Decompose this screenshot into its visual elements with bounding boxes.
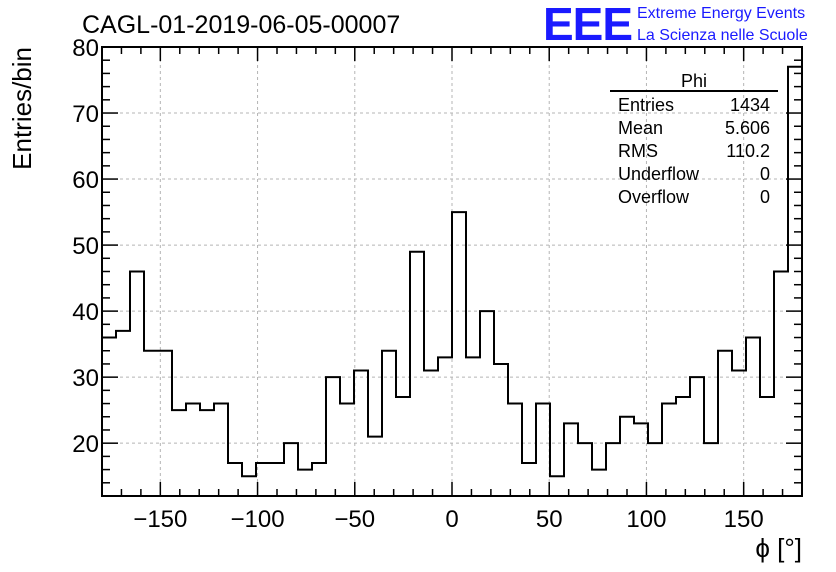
stats-label-rms: RMS	[618, 141, 658, 161]
stats-label-mean: Mean	[618, 118, 663, 138]
stats-box: Phi Entries 1434 Mean 5.606 RMS 110.2 Un…	[610, 71, 778, 207]
x-tick-label: −50	[334, 506, 375, 533]
y-tick-label: 80	[72, 35, 99, 62]
x-tick-label: 100	[626, 506, 666, 533]
x-tick-label: −150	[133, 506, 187, 533]
stats-value-underflow: 0	[760, 164, 770, 184]
x-tick-label: 0	[445, 506, 458, 533]
stats-value-entries: 1434	[730, 95, 770, 115]
y-tick-label: 70	[72, 101, 99, 128]
x-tick-labels: −150 −100 −50 0 50 100 150	[133, 506, 763, 533]
stats-value-mean: 5.606	[725, 118, 770, 138]
stats-title: Phi	[681, 71, 707, 91]
y-tick-label: 60	[72, 167, 99, 194]
x-tick-label: 150	[724, 506, 764, 533]
stats-value-rms: 110.2	[726, 141, 770, 161]
x-tick-label: −100	[231, 506, 285, 533]
histogram-series	[102, 65, 802, 478]
y-tick-labels: 20 30 40 50 60 70 80	[72, 35, 99, 458]
logo-line-1: Extreme Energy Events	[637, 5, 805, 22]
y-tick-label: 50	[72, 233, 99, 260]
stats-value-overflow: 0	[760, 187, 770, 207]
x-tick-label: 50	[536, 506, 563, 533]
stats-label-underflow: Underflow	[618, 164, 700, 184]
stats-label-entries: Entries	[618, 95, 674, 115]
y-tick-label: 20	[72, 431, 99, 458]
eee-logo: EEE	[543, 0, 632, 50]
logo-line-2: La Scienza nelle Scuole	[637, 27, 808, 44]
run-title: CAGL-01-2019-06-05-00007	[82, 11, 400, 39]
y-tick-label: 30	[72, 365, 99, 392]
y-tick-label: 40	[72, 299, 99, 326]
x-axis-label: ϕ [°]	[755, 533, 802, 563]
axis-ticks	[101, 46, 803, 496]
y-axis-label: Entries/bin	[7, 47, 37, 170]
stats-label-overflow: Overflow	[618, 187, 690, 207]
